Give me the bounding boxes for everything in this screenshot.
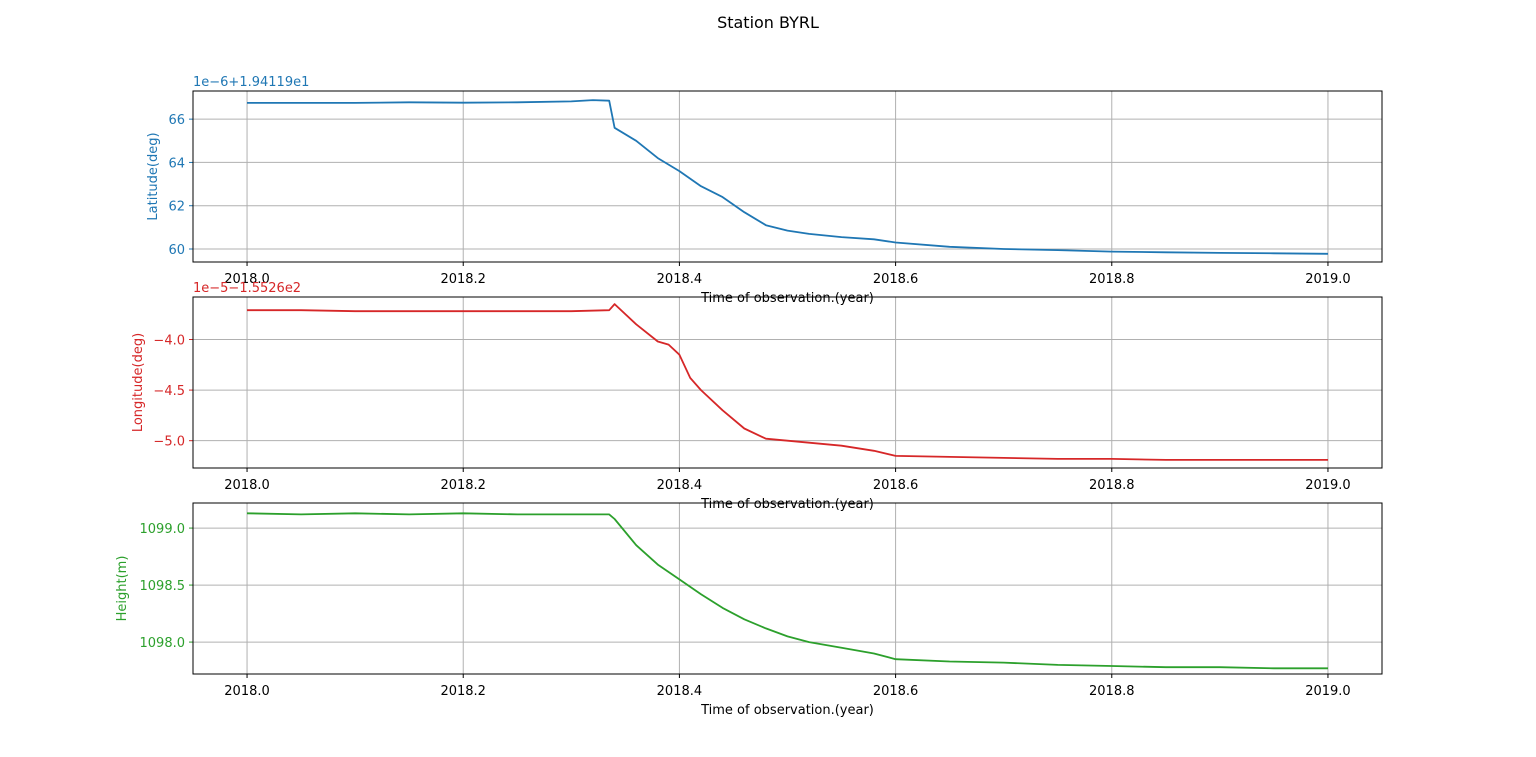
y-tick-label: 64 bbox=[168, 156, 185, 171]
x-tick-label: 2018.6 bbox=[873, 272, 919, 287]
y-axis-label: Height(m) bbox=[115, 556, 130, 622]
x-tick-label: 2018.0 bbox=[224, 478, 270, 493]
axis-offset-text: 1e−5−1.5526e2 bbox=[193, 281, 301, 296]
y-tick-label: −4.5 bbox=[153, 384, 185, 399]
y-tick-label: −5.0 bbox=[153, 435, 185, 450]
y-tick-label: 62 bbox=[168, 200, 185, 215]
x-tick-label: 2018.0 bbox=[224, 272, 270, 287]
x-axis-label: Time of observation.(year) bbox=[700, 703, 874, 718]
x-tick-label: 2018.4 bbox=[657, 684, 703, 699]
x-tick-label: 2018.6 bbox=[873, 478, 919, 493]
y-tick-label: 60 bbox=[168, 243, 185, 258]
axes-frame bbox=[192, 296, 1383, 469]
x-tick-label: 2018.2 bbox=[440, 684, 486, 699]
subplot-1: 2018.0 2018.2 2018.4 2018.6 2018.8 2019.0 60 62… bbox=[146, 75, 1383, 306]
axes-frame bbox=[192, 90, 1383, 263]
x-tick-label: 2019.0 bbox=[1305, 478, 1351, 493]
axis-offset-text: 1e−6+1.94119e1 bbox=[193, 75, 309, 90]
y-tick-label: −4.0 bbox=[153, 333, 185, 348]
x-tick-label: 2019.0 bbox=[1305, 684, 1351, 699]
x-tick-label: 2018.6 bbox=[873, 684, 919, 699]
subplot-3: 2018.0 2018.2 2018.4 2018.6 2018.8 2019.0 1098… bbox=[115, 502, 1383, 718]
subplot-2: 2018.0 2018.2 2018.4 2018.6 2018.8 2019.0 −4.0… bbox=[131, 281, 1383, 512]
y-tick-label: 1098.5 bbox=[140, 579, 186, 594]
x-tick-label: 2018.8 bbox=[1089, 684, 1135, 699]
x-axis-label: Time of observation.(year) bbox=[700, 497, 874, 512]
overlap-spacer bbox=[193, 503, 1382, 674]
series-line bbox=[247, 99, 1329, 255]
x-tick-label: 2018.2 bbox=[440, 478, 486, 493]
axes-frame bbox=[192, 502, 1383, 675]
y-tick-label: 66 bbox=[168, 113, 185, 128]
y-tick-label: 1099.0 bbox=[140, 522, 186, 537]
y-tick-label: 1098.0 bbox=[140, 636, 186, 651]
x-tick-label: 2018.4 bbox=[657, 478, 703, 493]
series-line bbox=[246, 512, 1328, 670]
x-axis-label: Time of observation.(year) bbox=[700, 291, 874, 306]
y-axis-label: Latitude(deg) bbox=[146, 132, 161, 220]
x-tick-label: 2018.8 bbox=[1089, 272, 1135, 287]
x-tick-label: 2018.0 bbox=[224, 684, 270, 699]
x-tick-label: 2018.4 bbox=[657, 272, 703, 287]
x-tick-label: 2019.0 bbox=[1305, 272, 1351, 287]
subplots: 2018.0 2018.2 2018.4 2018.6 2018.8 2019.0 60 62… bbox=[115, 75, 1383, 718]
figure-title: Station BYRL bbox=[717, 13, 819, 32]
x-tick-label: 2018.2 bbox=[440, 272, 486, 287]
series-line bbox=[247, 303, 1328, 461]
y-axis-label: Longitude(deg) bbox=[131, 333, 146, 432]
x-tick-label: 2018.8 bbox=[1089, 478, 1135, 493]
overlap-spacer bbox=[193, 297, 1382, 468]
